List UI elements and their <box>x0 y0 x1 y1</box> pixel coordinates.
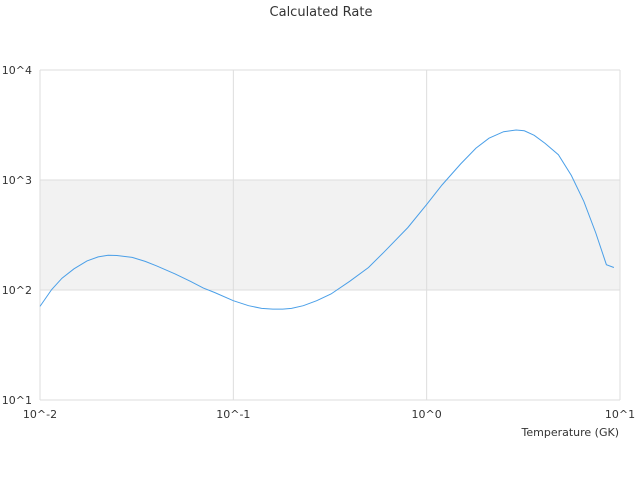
plot-bands <box>40 180 620 290</box>
grid-lines <box>39 69 621 401</box>
x-tick-label: 10^-2 <box>23 408 57 421</box>
y-axis: 10^1 10^2 10^3 10^4 <box>2 64 32 407</box>
x-tick-label: 10^0 <box>412 408 442 421</box>
series-line <box>39 129 615 310</box>
x-axis-title: Temperature (GK) <box>521 426 620 439</box>
plot-band <box>40 180 620 290</box>
x-tick-label: 10^-1 <box>216 408 250 421</box>
x-axis: 10^-2 10^-1 10^0 10^1 <box>23 408 635 421</box>
y-tick-label: 10^4 <box>2 64 32 77</box>
x-tick-label: 10^1 <box>605 408 635 421</box>
y-tick-label: 10^3 <box>2 174 32 187</box>
y-tick-label: 10^2 <box>2 284 32 297</box>
y-tick-label: 10^1 <box>2 394 32 407</box>
chart-title: Calculated Rate <box>270 5 373 20</box>
